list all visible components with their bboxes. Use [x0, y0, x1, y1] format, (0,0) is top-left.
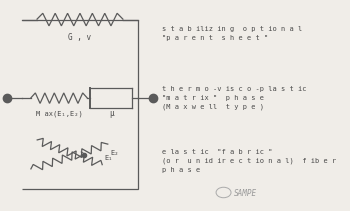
Text: t h e r m o -v is c o -p la s t ic
"m a t r ix "  p h a s e
(M a x w e ll  t y p: t h e r m o -v is c o -p la s t ic "m a …	[162, 86, 307, 110]
Text: μ: μ	[109, 109, 114, 118]
Text: s t a b iliz in g  o p t io n a l
"p a r e n t  s h e e t ": s t a b iliz in g o p t io n a l "p a r …	[162, 26, 302, 41]
Text: G , v: G , v	[68, 33, 92, 42]
Text: E₁: E₁	[104, 155, 112, 161]
Text: e la s t ic  "f a b r ic "
(o r  u n id ir e c t io n a l)  f ib e r
p h a s e: e la s t ic "f a b r ic " (o r u n id ir…	[162, 149, 336, 173]
Text: E₂: E₂	[110, 150, 118, 156]
Text: M ax(E₁,E₂): M ax(E₁,E₂)	[36, 111, 82, 117]
Text: SAMPE: SAMPE	[234, 189, 257, 198]
